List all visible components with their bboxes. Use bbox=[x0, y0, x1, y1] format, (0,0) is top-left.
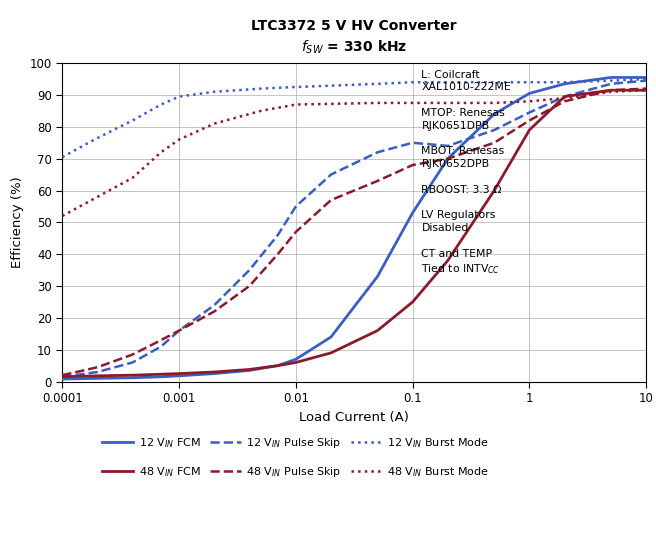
Legend: 48 V$_{IN}$ FCM, 48 V$_{IN}$ Pulse Skip, 48 V$_{IN}$ Burst Mode: 48 V$_{IN}$ FCM, 48 V$_{IN}$ Pulse Skip,… bbox=[98, 461, 494, 483]
X-axis label: Load Current (A): Load Current (A) bbox=[299, 411, 409, 423]
Y-axis label: Efficiency (%): Efficiency (%) bbox=[11, 176, 24, 268]
Title: LTC3372 5 V HV Converter
$f_{SW}$ = 330 kHz: LTC3372 5 V HV Converter $f_{SW}$ = 330 … bbox=[251, 19, 457, 57]
Text: L: Coilcraft
XAL1010-222ME

MTOP: Renesas
RJK0651DPB

MBOT: Renesas
RJK0652DPB

: L: Coilcraft XAL1010-222ME MTOP: Renesas… bbox=[421, 70, 511, 276]
